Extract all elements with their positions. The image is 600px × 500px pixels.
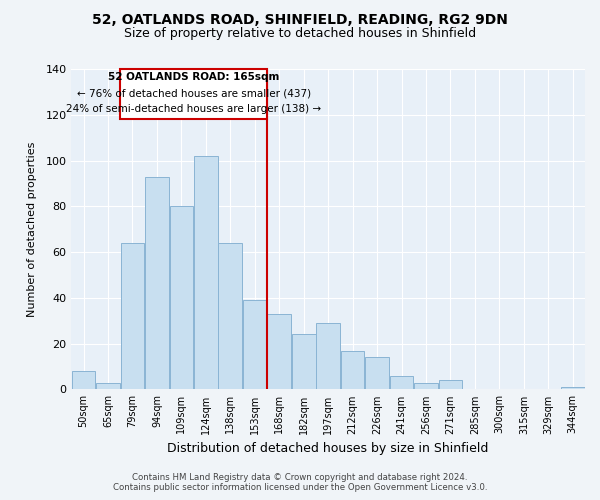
Bar <box>145 176 169 390</box>
Bar <box>71 371 95 390</box>
Bar <box>561 387 584 390</box>
Text: Size of property relative to detached houses in Shinfield: Size of property relative to detached ho… <box>124 28 476 40</box>
Text: 52 OATLANDS ROAD: 165sqm: 52 OATLANDS ROAD: 165sqm <box>108 72 280 83</box>
X-axis label: Distribution of detached houses by size in Shinfield: Distribution of detached houses by size … <box>167 442 489 455</box>
Bar <box>439 380 463 390</box>
Bar <box>194 156 218 390</box>
Y-axis label: Number of detached properties: Number of detached properties <box>27 142 37 317</box>
Bar <box>170 206 193 390</box>
Bar <box>292 334 316 390</box>
Text: ← 76% of detached houses are smaller (437): ← 76% of detached houses are smaller (43… <box>77 88 311 98</box>
Bar <box>316 323 340 390</box>
Bar <box>121 243 145 390</box>
Text: Contains HM Land Registry data © Crown copyright and database right 2024.
Contai: Contains HM Land Registry data © Crown c… <box>113 473 487 492</box>
Bar <box>96 382 120 390</box>
Bar <box>414 382 438 390</box>
Bar <box>389 376 413 390</box>
Bar <box>341 350 364 390</box>
Text: 24% of semi-detached houses are larger (138) →: 24% of semi-detached houses are larger (… <box>66 104 321 114</box>
Bar <box>243 300 266 390</box>
Bar <box>365 358 389 390</box>
Text: 52, OATLANDS ROAD, SHINFIELD, READING, RG2 9DN: 52, OATLANDS ROAD, SHINFIELD, READING, R… <box>92 12 508 26</box>
Bar <box>268 314 291 390</box>
FancyBboxPatch shape <box>120 69 267 119</box>
Bar <box>218 243 242 390</box>
